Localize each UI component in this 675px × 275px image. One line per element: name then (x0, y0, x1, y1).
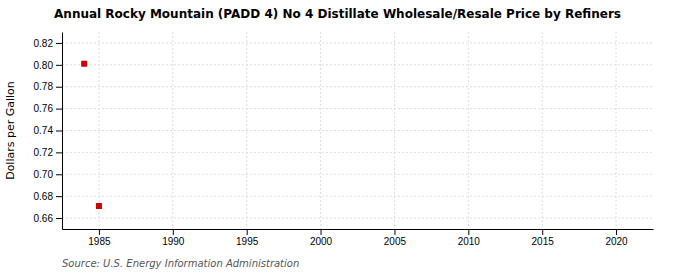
tick-label: 0.76 (34, 103, 54, 114)
tick-mark (56, 109, 62, 110)
x-axis: 1985 1990 1995 2000 2005 2010 2015 2020 (63, 229, 654, 247)
tick-mark (247, 229, 248, 235)
tick-label: 0.74 (34, 125, 54, 136)
point (81, 61, 87, 67)
tick: 0.70 (34, 169, 62, 180)
tick: 0.80 (34, 60, 62, 71)
grid-line (62, 152, 653, 153)
tick-mark (56, 65, 62, 66)
source: Source: U.S. Energy Information Administ… (62, 258, 299, 269)
point (96, 203, 102, 209)
tick-label: 1985 (88, 236, 111, 247)
tick: 0.78 (34, 81, 62, 92)
tick-label: 1990 (162, 236, 185, 247)
grid-line (62, 108, 653, 109)
tick: 1990 (162, 229, 185, 247)
tick-mark (321, 229, 322, 235)
y-axis: 0.66 0.68 0.70 0.72 0.74 0.76 0.78 0.80 0.82 (34, 33, 63, 230)
tick-label: 2005 (384, 236, 407, 247)
tick-label: 2015 (532, 236, 555, 247)
tick: 2015 (532, 229, 555, 247)
tick: 0.82 (34, 38, 62, 49)
y-axis-label: Dollars per Gallon (4, 81, 17, 180)
tick-label: 0.78 (34, 81, 54, 92)
tick: 1995 (236, 229, 259, 247)
tick: 2000 (310, 229, 333, 247)
tick-label: 0.68 (34, 191, 54, 202)
tick: 0.74 (34, 125, 62, 136)
tick-label: 0.72 (34, 147, 54, 158)
tick-label: 2020 (605, 236, 628, 247)
tick-label: 0.66 (34, 213, 54, 224)
marks (81, 61, 102, 209)
grid-line (320, 32, 321, 229)
tick-mark (56, 152, 62, 153)
tick-label: 2010 (458, 236, 481, 247)
tick-mark (56, 218, 62, 219)
tick: 0.76 (34, 103, 62, 114)
grid-line (62, 64, 653, 65)
tick-label: 1995 (236, 236, 259, 247)
tick-mark (173, 229, 174, 235)
tick-mark (56, 43, 62, 44)
tick-mark (542, 229, 543, 235)
tick-label: 2000 (310, 236, 333, 247)
tick: 2020 (605, 229, 628, 247)
title: Annual Rocky Mountain (PADD 4) No 4 Dist… (54, 7, 621, 21)
axis-line (62, 33, 63, 230)
tick-mark (99, 229, 100, 235)
tick: 2005 (384, 229, 407, 247)
axis-line (63, 229, 654, 230)
tick-mark (394, 229, 395, 235)
grid-line (172, 32, 173, 229)
tick: 2010 (458, 229, 481, 247)
grid-line (62, 130, 653, 131)
grid-line (62, 174, 653, 175)
tick-mark (616, 229, 617, 235)
tick-label: 0.82 (34, 38, 54, 49)
tick: 0.66 (34, 213, 62, 224)
tick-mark (56, 131, 62, 132)
tick-label: 0.70 (34, 169, 54, 180)
grid-line (62, 86, 653, 87)
grid-line (62, 218, 653, 219)
tick-mark (468, 229, 469, 235)
grid-line (62, 196, 653, 197)
grid-line (62, 42, 653, 43)
tick-mark (56, 196, 62, 197)
tick-mark (56, 87, 62, 88)
chart: 1985 1990 1995 2000 2005 2010 2015 2020 0.66 0.68… (0, 0, 675, 275)
tick: 0.72 (34, 147, 62, 158)
plot-area: 1985 1990 1995 2000 2005 2010 2015 2020 0.66 0.68… (34, 32, 654, 247)
tick-mark (56, 174, 62, 175)
tick: 0.68 (34, 191, 62, 202)
tick-label: 0.80 (34, 60, 54, 71)
grid (62, 32, 653, 229)
tick: 1985 (88, 229, 111, 247)
